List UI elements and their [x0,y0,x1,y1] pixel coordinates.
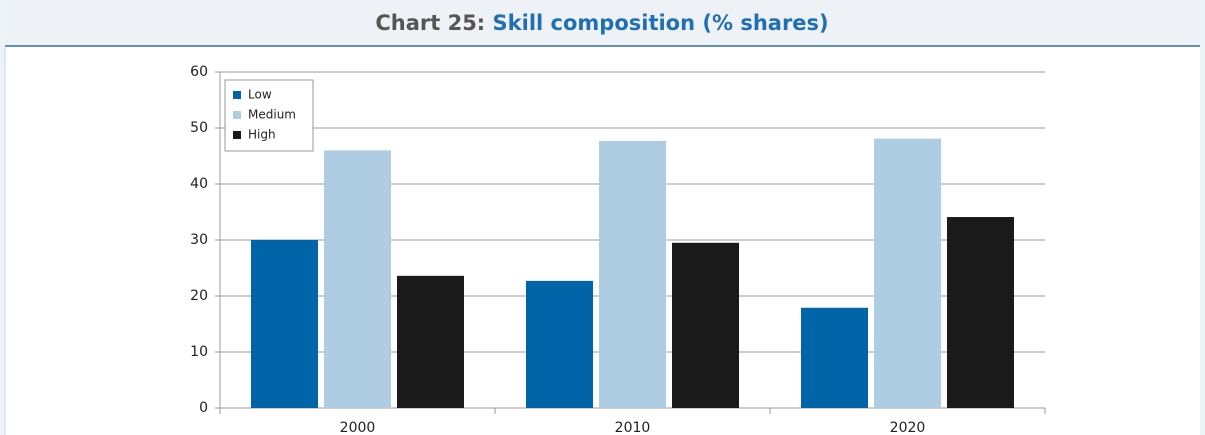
bar [324,150,391,408]
x-tick-label: 2000 [340,420,376,435]
bar [599,140,666,408]
y-tick-label: 50 [190,120,208,136]
legend-swatch [233,131,241,139]
bar [801,307,868,408]
x-tick-label: 2020 [890,420,926,435]
bar [672,242,739,408]
legend-label: Low [248,88,272,102]
legend-label: High [248,128,276,142]
y-tick-label: 20 [190,288,208,304]
legend-swatch [233,91,241,99]
y-tick-label: 30 [190,232,208,248]
chart-title: Chart 25: Skill composition (% shares) [375,11,828,35]
title-text: Skill composition (% shares) [493,11,829,35]
title-label: Chart 25: [375,11,485,35]
bar [251,240,318,408]
y-tick-label: 0 [199,400,208,416]
bar [526,280,593,408]
y-tick-label: 10 [190,344,208,360]
bar [874,138,941,408]
legend-swatch [233,111,241,119]
y-tick-label: 60 [190,64,208,80]
bar [947,217,1014,408]
bar [397,275,464,408]
legend-label: Medium [248,108,296,122]
header-band [5,0,1200,46]
x-tick-label: 2010 [615,420,651,435]
y-tick-label: 40 [190,176,208,192]
